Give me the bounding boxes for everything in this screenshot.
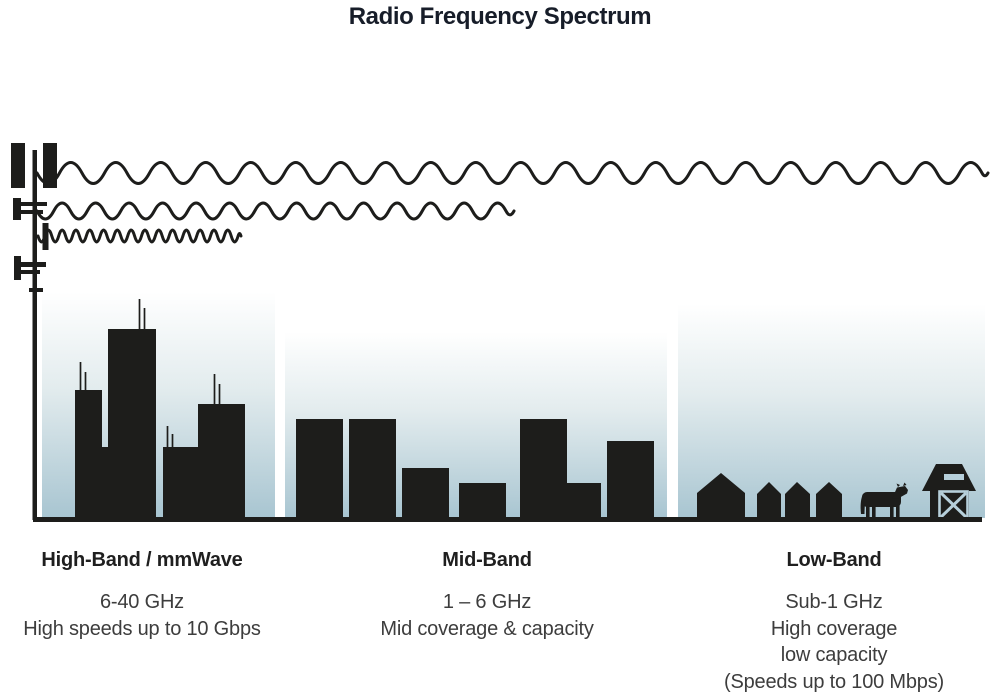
mid-band-label-block: Mid-Band 1 – 6 GHz Mid coverage & capaci…	[337, 548, 637, 642]
high-band-heading: High-Band / mmWave	[41, 549, 243, 571]
high-band-wave-icon	[36, 228, 243, 244]
house-icon	[757, 482, 781, 518]
low-band-label-block: Low-Band Sub-1 GHz High coverage low cap…	[684, 548, 984, 695]
low-band-heading: Low-Band	[786, 549, 882, 571]
high-band-description: High speeds up to 10 Gbps	[23, 617, 261, 640]
page-title: Radio Frequency Spectrum	[348, 3, 652, 30]
mid-rise-buildings-icon	[296, 419, 654, 518]
mid-band-heading: Mid-Band	[442, 549, 532, 571]
house-icon	[785, 482, 810, 518]
low-band-coverage: High coverage	[770, 617, 898, 640]
cell-tower-icon	[11, 143, 57, 520]
radio-waves	[35, 161, 990, 244]
ground-line	[33, 517, 982, 522]
low-band-capacity: low capacity	[780, 644, 888, 666]
rooftop-antennas	[79, 299, 221, 447]
high-band-frequency: 6-40 GHz	[100, 591, 184, 613]
city-skyline-icon	[75, 299, 245, 518]
low-band-frequency: Sub-1 GHz	[785, 591, 883, 613]
house-icon	[816, 482, 842, 518]
mid-band-wave-icon	[35, 201, 516, 221]
house-icon	[697, 473, 745, 518]
mid-band-description: Mid coverage & capacity	[380, 617, 594, 640]
rural-scene	[697, 464, 976, 520]
low-band-wave-icon	[35, 161, 990, 185]
barn-icon	[922, 464, 976, 520]
mid-band-frequency: 1 – 6 GHz	[442, 591, 532, 613]
high-band-label-block: High-Band / mmWave 6-40 GHz High speeds …	[10, 548, 274, 642]
cow-icon	[860, 482, 908, 520]
low-band-speed: (Speeds up to 100 Mbps)	[724, 670, 944, 693]
